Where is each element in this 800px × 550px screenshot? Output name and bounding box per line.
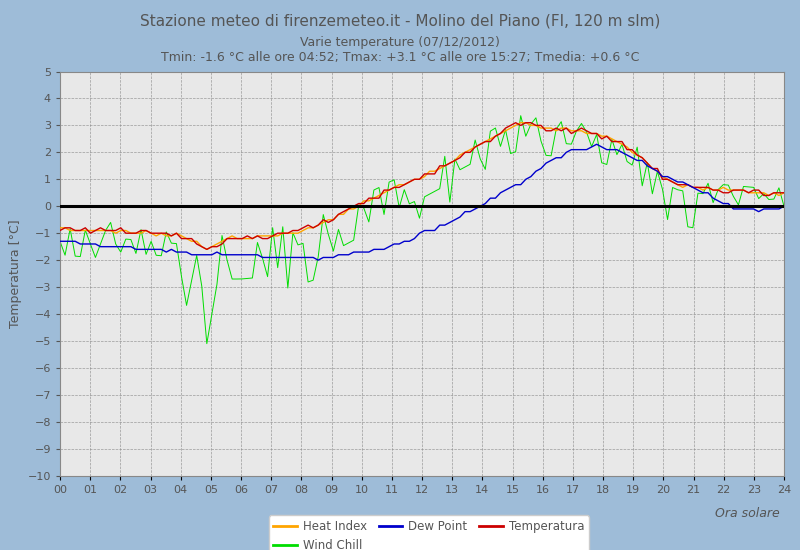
Text: Varie temperature (07/12/2012)
Tmin: -1.6 °C alle ore 04:52; Tmax: +3.1 °C alle : Varie temperature (07/12/2012) Tmin: -1.… [161, 36, 639, 64]
Legend: Heat Index, Wind Chill, Dew Point, Temperatura: Heat Index, Wind Chill, Dew Point, Tempe… [269, 515, 589, 550]
Text: Stazione meteo di firenzemeteo.it - Molino del Piano (FI, 120 m slm): Stazione meteo di firenzemeteo.it - Moli… [140, 14, 660, 29]
Text: Ora solare: Ora solare [715, 507, 780, 520]
Y-axis label: Temperatura [°C]: Temperatura [°C] [9, 219, 22, 328]
